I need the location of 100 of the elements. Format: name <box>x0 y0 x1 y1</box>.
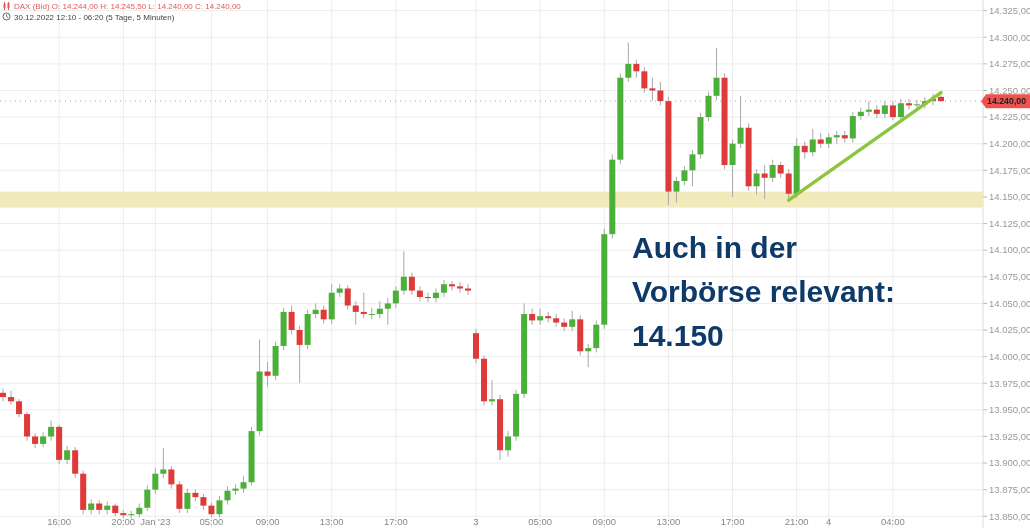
x-tick-label: 05:00 <box>528 516 553 527</box>
candlestick <box>913 99 920 111</box>
candlestick <box>689 149 696 187</box>
x-tick-label: 21:00 <box>784 516 809 527</box>
candlestick <box>705 91 712 122</box>
candlestick <box>48 419 55 442</box>
chart-title: DAX (Bid) O: 14.244,00 H: 14.245,50 L: 14.240,00 C: 14.240,00 <box>14 2 242 11</box>
x-tick-label: 4 <box>826 516 832 527</box>
y-tick-label: 14.075,00 <box>989 271 1030 283</box>
candlestick <box>184 488 191 514</box>
candlestick <box>448 280 455 292</box>
y-tick-label: 14.325,00 <box>989 4 1030 16</box>
candlestick <box>456 281 463 294</box>
candlestick <box>464 283 471 296</box>
candlestick <box>849 111 856 144</box>
candlestick <box>392 285 399 309</box>
y-tick-label: 14.300,00 <box>989 31 1030 43</box>
candlestick <box>216 495 223 518</box>
x-tick-label: 09:00 <box>592 516 617 527</box>
x-tick-label: 16:00 <box>47 516 72 527</box>
candlestick <box>905 98 912 111</box>
y-tick-label: 13.975,00 <box>989 377 1030 389</box>
y-tick-label: 14.175,00 <box>989 164 1030 176</box>
candlestick <box>160 447 167 479</box>
candlestick <box>673 176 680 203</box>
candlestick <box>529 308 536 326</box>
y-tick-label: 14.100,00 <box>989 244 1030 256</box>
candlestick <box>32 432 39 449</box>
text: 30.12.2022 12:10 - 06:20 (5 Tage, 5 Minuten) <box>14 12 175 22</box>
candlestick <box>753 168 760 196</box>
candlestick <box>440 279 447 298</box>
candlestick <box>641 66 648 94</box>
candlestick <box>729 138 736 198</box>
x-tick-label: Jan '23 <box>140 516 171 527</box>
y-tick-label: 14.250,00 <box>989 84 1030 96</box>
y-tick-label: 13.850,00 <box>989 510 1030 522</box>
x-tick-label: 13:00 <box>656 516 681 527</box>
candlestick <box>72 446 79 479</box>
candlestick <box>0 388 7 402</box>
candlestick <box>585 343 592 368</box>
candlestick <box>144 484 151 512</box>
candlestick <box>360 292 367 319</box>
candlestick <box>168 465 175 490</box>
x-tick-label: 17:00 <box>720 516 745 527</box>
candlestick <box>152 467 159 495</box>
candlestick <box>713 47 720 101</box>
y-tick-label: 13.875,00 <box>989 484 1030 495</box>
candlestick <box>64 445 71 465</box>
candlestick <box>352 300 359 326</box>
candlestick <box>40 431 47 448</box>
candlestick <box>400 250 407 296</box>
x-tick-label: 09:00 <box>255 516 280 527</box>
candlestick <box>288 305 295 335</box>
y-tick-label: 14.275,00 <box>989 58 1030 70</box>
candlestick <box>809 128 816 157</box>
candlestick <box>432 287 439 303</box>
y-tick-label: 14.200,00 <box>989 138 1030 150</box>
y-tick-label: 14.125,00 <box>989 217 1030 229</box>
y-tick-label: 13.950,00 <box>989 404 1030 416</box>
y-tick-label: 14.150,00 <box>989 191 1030 203</box>
y-tick-label: 14.050,00 <box>989 297 1030 309</box>
candlestick <box>593 319 600 353</box>
candlestick <box>408 272 415 296</box>
candlestick <box>569 310 576 332</box>
candlestick <box>320 305 327 325</box>
candlestick <box>769 159 776 183</box>
candlestick <box>625 42 632 83</box>
candlestick <box>16 398 23 418</box>
x-tick-label: 17:00 <box>383 516 408 527</box>
y-tick-label: 14.025,00 <box>989 324 1030 336</box>
candlestick <box>873 104 880 119</box>
candlestick <box>505 430 512 458</box>
candlestick <box>264 361 271 387</box>
candlestick <box>384 297 391 326</box>
candlestick <box>24 411 31 442</box>
candlestick <box>785 168 792 199</box>
candlestick <box>633 59 640 79</box>
candlestick <box>681 165 688 186</box>
x-tick-label: 05:00 <box>199 516 224 527</box>
y-tick-label: 14.000,00 <box>989 350 1030 362</box>
candlestick <box>344 284 351 311</box>
x-tick-label: 04:00 <box>881 516 905 527</box>
candlestick <box>489 379 496 407</box>
candlestick <box>424 292 431 303</box>
y-tick-label: 13.925,00 <box>989 430 1030 442</box>
x-tick-label: 3 <box>473 516 479 527</box>
candlestick <box>8 390 15 406</box>
candlestick <box>737 95 744 149</box>
y-tick-label: 13.900,00 <box>989 457 1030 469</box>
annotation: Auch in der Vorbörse relevant: 14.150 <box>632 231 895 352</box>
candlestick <box>657 81 664 106</box>
y-tick-label: 14.225,00 <box>989 111 1030 123</box>
x-tick-label: 20:00 <box>111 516 136 527</box>
candlestick <box>416 285 423 302</box>
candlestick <box>761 164 768 200</box>
candlestick <box>889 100 896 121</box>
candlestick <box>224 485 231 506</box>
x-tick-label: 13:00 <box>319 516 344 527</box>
candlestick <box>537 308 544 326</box>
candlestick <box>649 77 656 102</box>
